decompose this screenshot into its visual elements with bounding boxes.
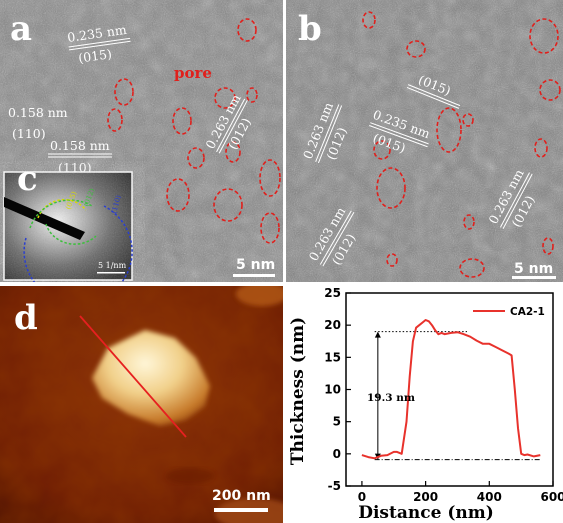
series-line-ca2-1 [361, 319, 541, 460]
pore-outlines-a [107, 18, 281, 244]
thickness-profile-chart: -5 0 5 10 15 20 25 0 200 400 600 CA2-1 Distance (n… [283, 283, 563, 523]
svg-text:0.158 nm: 0.158 nm [50, 138, 110, 153]
height-annotation: 19.3 nm [367, 392, 415, 404]
panel-b-letter: b [298, 9, 322, 49]
y-tick-label: 25 [324, 286, 341, 300]
y-tick-label: 5 [333, 415, 341, 429]
panel-a-svg: a pore 0.235 nm (015) 0.158 nm [0, 0, 283, 282]
panel-b-svg: b (015) 0.263 nm (012) [286, 0, 563, 282]
scale-bar-c [97, 272, 125, 274]
x-tick-label: 600 [540, 490, 563, 504]
svg-text:0.158 nm: 0.158 nm [8, 105, 68, 120]
x-tick-label: 200 [413, 490, 438, 504]
y-tick-label: 20 [324, 318, 341, 332]
pore-label: pore [174, 64, 212, 82]
chart-svg: -5 0 5 10 15 20 25 0 200 400 600 CA2-1 Distance (n… [288, 286, 563, 523]
scale-bar-c-label: 5 1/nm [98, 261, 127, 270]
x-tick-label: 0 [358, 490, 366, 504]
lattice-label-a1: 0.235 nm (015) [66, 22, 131, 66]
panel-a-hrtem-image: a pore 0.235 nm (015) 0.158 nm [0, 0, 283, 282]
axis-ticks: -5 0 5 10 15 20 25 0 200 400 600 [324, 286, 563, 504]
svg-text:(015): (015) [77, 46, 112, 66]
scale-bar-a [233, 274, 275, 277]
x-tick-label: 400 [477, 490, 502, 504]
panel-b-hrtem-image: b (015) 0.263 nm (012) [286, 0, 563, 282]
panel-c-letter: c [17, 159, 38, 199]
y-tick-label: 15 [324, 350, 341, 364]
panel-d-afm-image: d 200 nm [0, 286, 283, 523]
scale-bar-d [214, 508, 268, 512]
panel-a-letter: a [10, 9, 32, 49]
scale-bar-d-label: 200 nm [212, 488, 271, 504]
scale-bar-b [512, 276, 556, 279]
scale-bar-a-label: 5 nm [236, 257, 275, 273]
panel-d-svg: d 200 nm [0, 286, 283, 523]
legend-label: CA2-1 [510, 306, 545, 318]
y-tick-label: -5 [328, 479, 341, 493]
scale-bar-b-label: 5 nm [514, 261, 553, 277]
y-axis-title: Thickness (nm) [288, 317, 308, 465]
svg-text:(110): (110) [12, 126, 46, 141]
y-tick-label: 0 [333, 447, 341, 461]
afm-flake [92, 330, 210, 426]
panel-d-letter: d [14, 298, 38, 338]
y-tick-label: 10 [324, 383, 341, 397]
pore-outlines-b [362, 11, 561, 278]
series-layer [361, 319, 541, 460]
legend: CA2-1 [473, 306, 545, 318]
arrow-head-top [374, 331, 381, 338]
inset-c-fft: c (015) (012) (110) 5 1/nm [3, 159, 133, 282]
beam-stop [4, 197, 85, 240]
x-axis-title: Distance (nm) [358, 503, 494, 523]
afm-scan-line [79, 315, 187, 438]
lattice-label-a2: 0.158 nm (110) [8, 105, 68, 141]
